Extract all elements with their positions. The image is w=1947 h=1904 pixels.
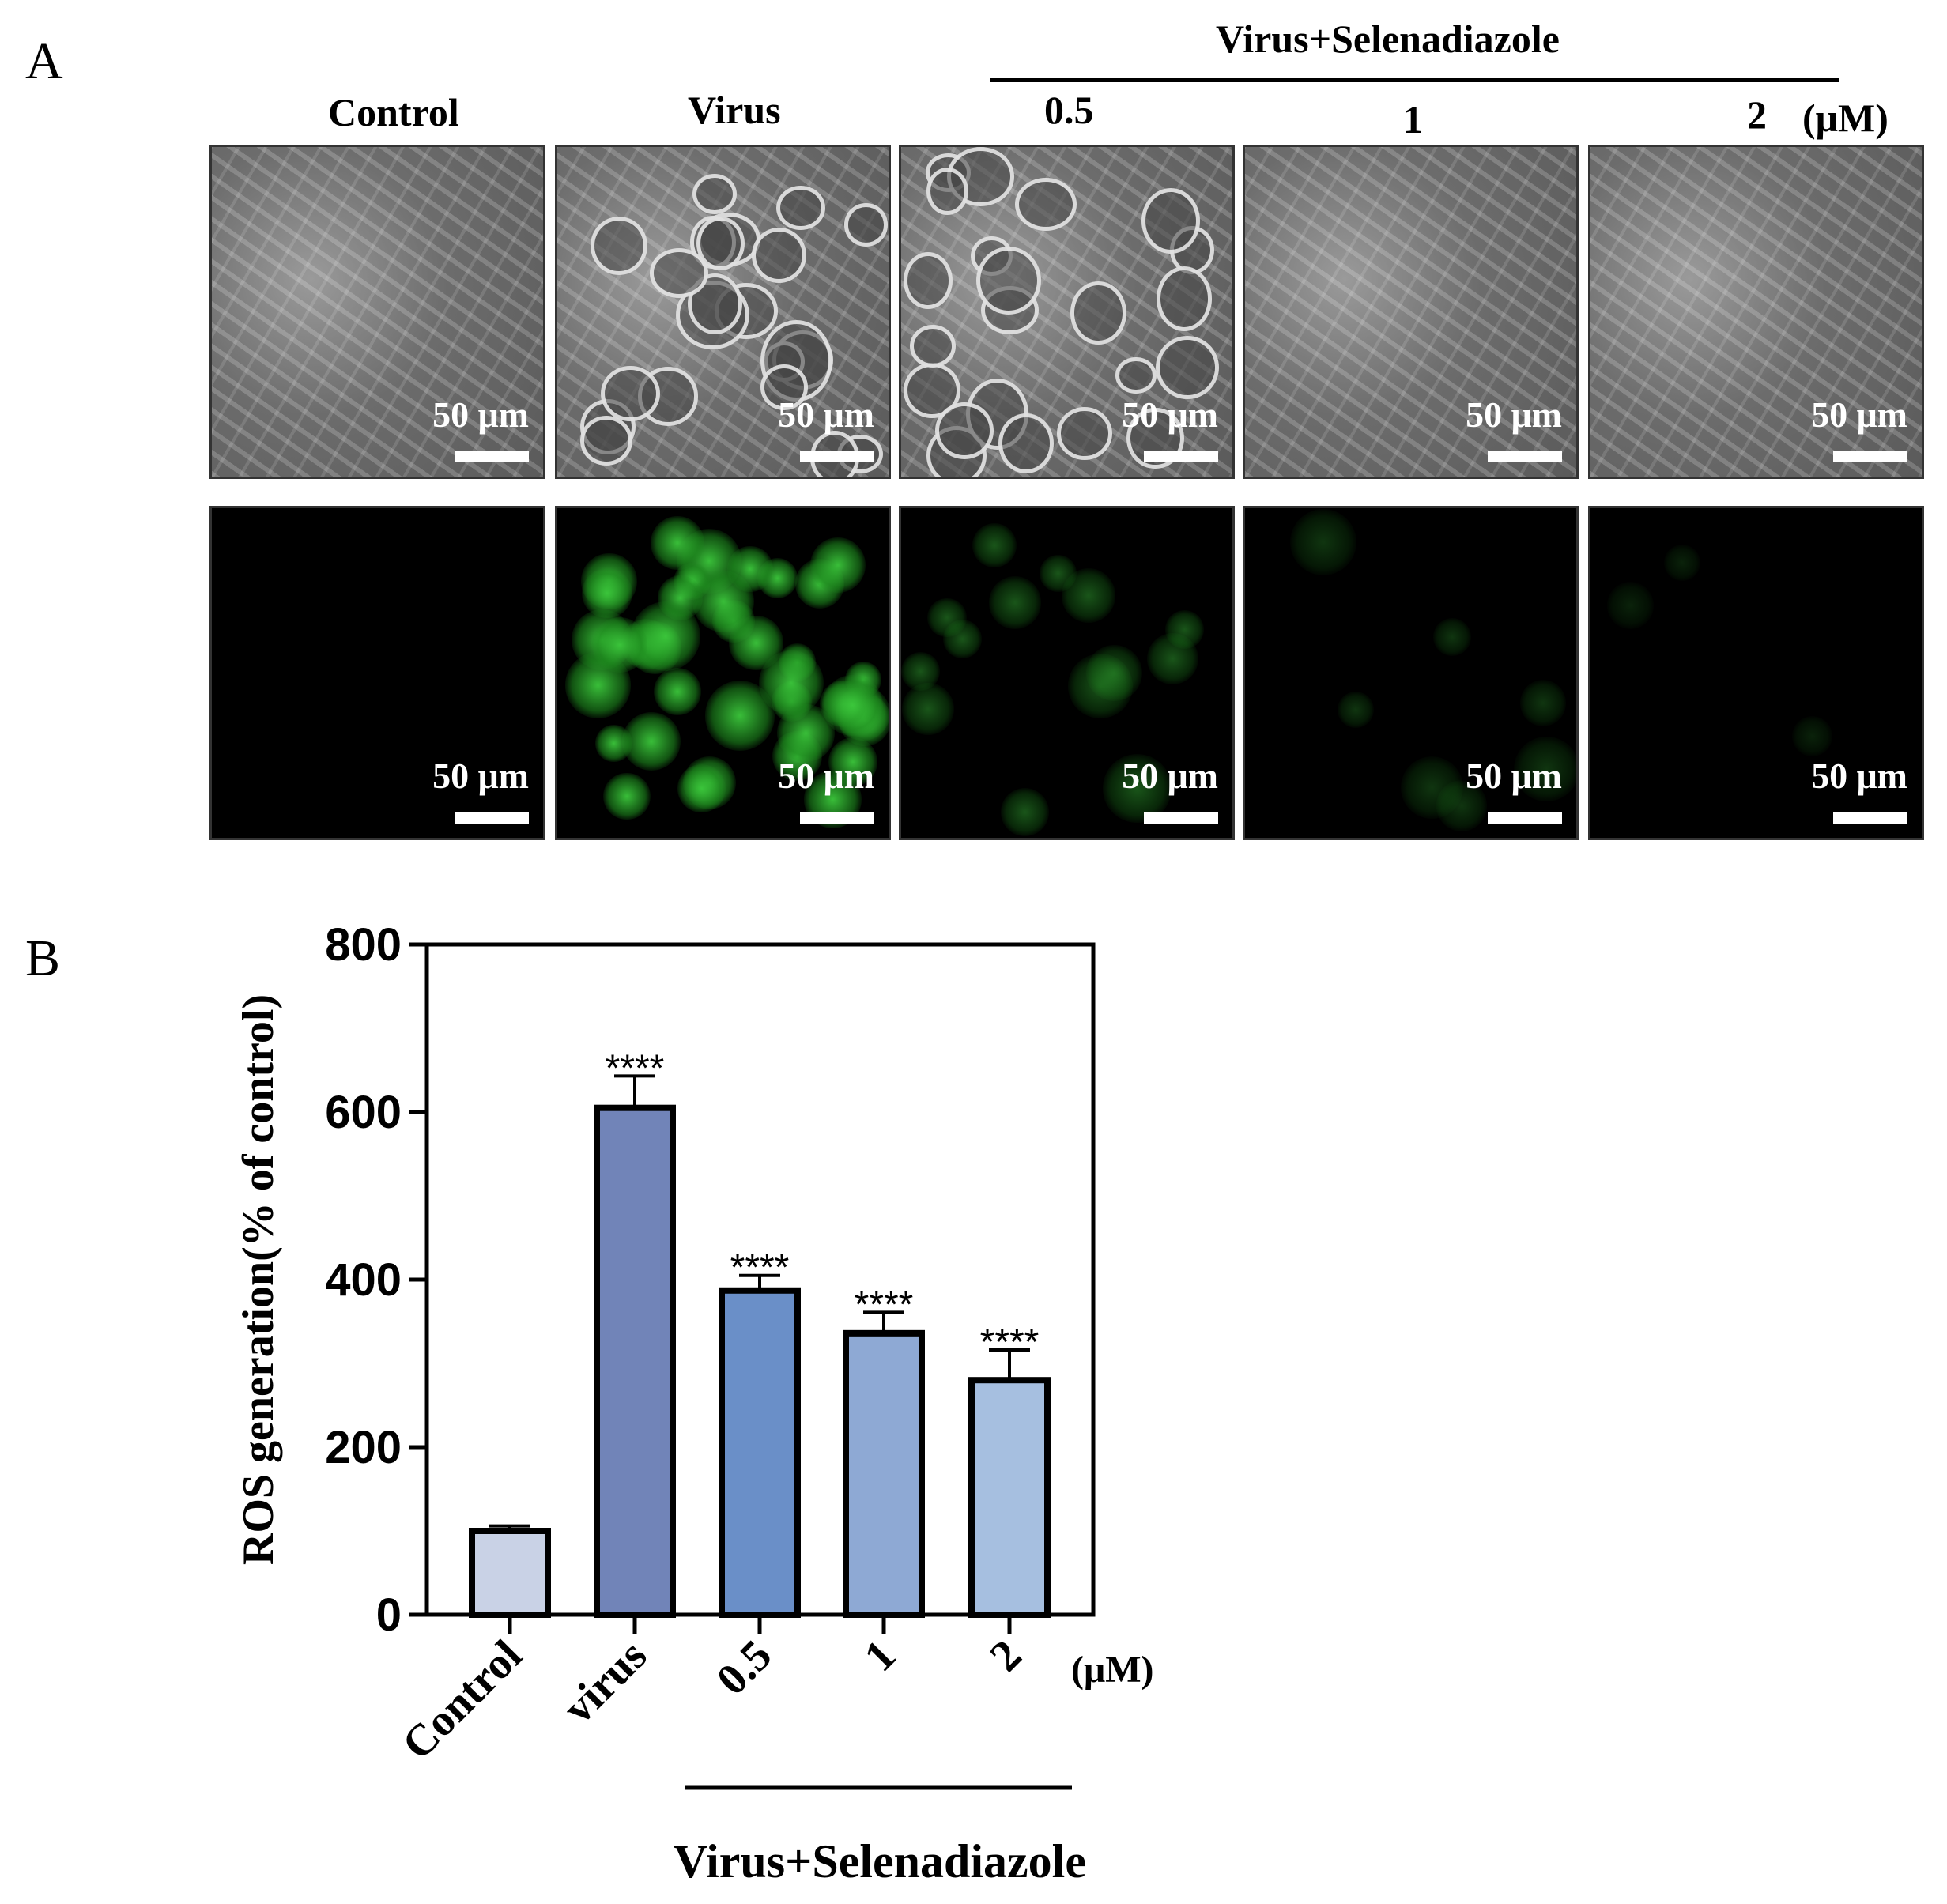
fluorescence-image-1: 50 μm	[1243, 506, 1579, 840]
scale-bar-label: 50 μm	[1122, 394, 1218, 435]
panel-a-letter: A	[25, 32, 63, 90]
x-unit-label: (μM)	[1071, 1649, 1153, 1691]
bar-virus	[594, 1104, 676, 1618]
scale-bar-label: 50 μm	[432, 394, 529, 435]
x-tick-label: 1	[855, 1631, 906, 1681]
scale-bar-label: 50 μm	[1811, 394, 1907, 435]
x-tick-label: 0.5	[707, 1631, 781, 1704]
scale-bar-label: 50 μm	[1811, 756, 1907, 796]
y-tick-label: 800	[325, 919, 402, 971]
y-tick-label: 600	[325, 1087, 402, 1138]
significance-label: ****	[730, 1247, 790, 1289]
bar-0.5	[719, 1287, 801, 1618]
y-axis-label: ROS generation(% of control)	[234, 994, 283, 1565]
scale-bar	[1144, 451, 1218, 462]
scale-bar-label: 50 μm	[1122, 756, 1218, 796]
y-tick-label: 0	[376, 1589, 402, 1641]
col-header-control: Control	[328, 90, 459, 134]
scale-bar	[1488, 812, 1562, 824]
scale-bar-label: 50 μm	[1466, 394, 1562, 435]
fluorescence-image-control: 50 μm	[209, 506, 545, 840]
x-tick-label: 2	[981, 1631, 1032, 1681]
group-line-top	[990, 78, 1839, 82]
scale-bar-label: 50 μm	[432, 756, 529, 796]
x-axis-label: Virus+Selenadiazole	[674, 1835, 1086, 1887]
scale-bar	[800, 812, 874, 824]
brightfield-image-control: 50 μm	[209, 145, 545, 479]
scale-bar	[1833, 451, 1907, 462]
bar-Control	[469, 1528, 551, 1618]
col-header-0-5: 0.5	[1044, 88, 1094, 132]
bar-2	[968, 1377, 1051, 1618]
fluorescence-image-0-5: 50 μm	[899, 506, 1235, 840]
scale-bar	[1833, 812, 1907, 824]
col-header-2: 2	[1747, 92, 1767, 137]
fluorescence-image-2: 50 μm	[1588, 506, 1924, 840]
fluorescence-image-virus: 50 μm	[555, 506, 891, 840]
col-header-virus: Virus	[688, 88, 781, 132]
significance-label: ****	[855, 1284, 914, 1325]
scale-bar-label: 50 μm	[1466, 756, 1562, 796]
brightfield-image-2: 50 μm	[1588, 145, 1924, 479]
scale-bar	[455, 451, 529, 462]
ros-bar-chart: 0 200 400 600 800 ROS generation(% of control…	[234, 919, 1153, 1887]
scale-bar-label: 50 μm	[778, 394, 874, 435]
scale-bar	[1488, 451, 1562, 462]
brightfield-image-1: 50 μm	[1243, 145, 1579, 479]
unit-label-top: (μM)	[1802, 96, 1889, 140]
significance-label: ****	[980, 1321, 1040, 1363]
brightfield-image-0-5: 50 μm	[899, 145, 1235, 479]
scale-bar	[800, 451, 874, 462]
x-tick-label: Control	[393, 1631, 531, 1769]
col-header-1: 1	[1403, 97, 1423, 141]
scale-bar-label: 50 μm	[778, 756, 874, 796]
scale-bar	[455, 812, 529, 824]
x-tick-label: virus	[554, 1631, 657, 1733]
significance-label: ****	[606, 1047, 665, 1089]
y-tick-label: 400	[325, 1254, 402, 1306]
group-label-top: Virus+Selenadiazole	[1216, 17, 1560, 61]
bar-1	[843, 1329, 925, 1619]
scale-bar	[1144, 812, 1218, 824]
panel-b-letter: B	[25, 929, 61, 987]
brightfield-image-virus: 50 μm	[555, 145, 891, 479]
y-tick-label: 200	[325, 1422, 402, 1473]
